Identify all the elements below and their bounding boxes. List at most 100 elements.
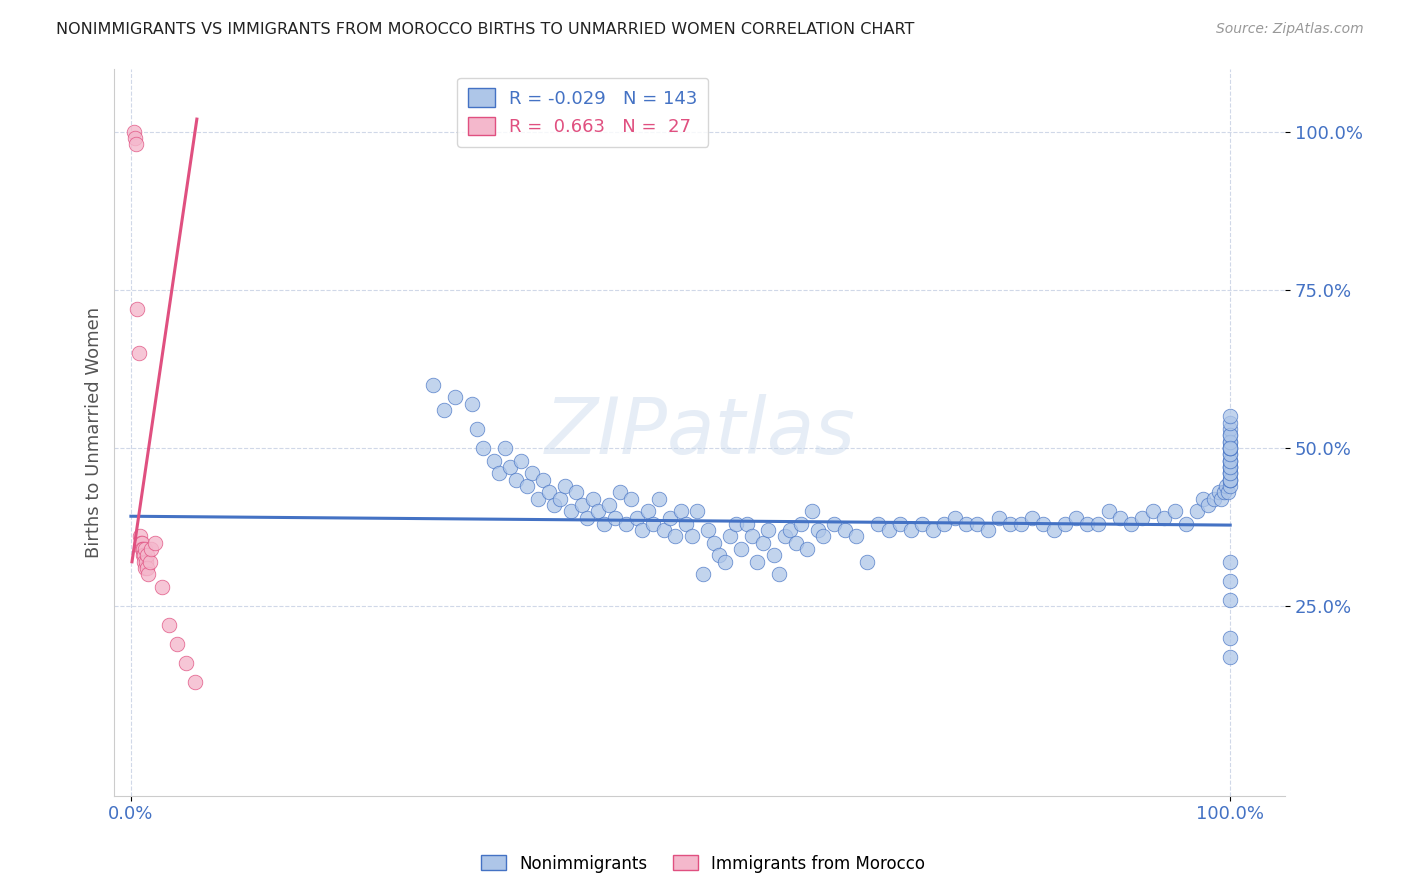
Point <box>1219 631 1241 645</box>
Point <box>134 561 156 575</box>
Point <box>471 441 494 455</box>
Point <box>977 523 1000 537</box>
Point <box>1109 510 1132 524</box>
Point <box>879 523 901 537</box>
Point <box>1211 491 1233 506</box>
Point <box>548 491 571 506</box>
Point <box>807 523 830 537</box>
Point <box>911 516 934 531</box>
Point <box>675 516 697 531</box>
Point <box>1219 649 1241 664</box>
Point <box>132 555 155 569</box>
Point <box>1164 504 1187 518</box>
Point <box>1219 409 1241 424</box>
Point <box>1064 510 1087 524</box>
Point <box>174 656 197 670</box>
Point <box>681 529 703 543</box>
Point <box>845 529 868 543</box>
Point <box>790 516 813 531</box>
Point <box>183 674 205 689</box>
Point <box>482 453 505 467</box>
Point <box>1219 459 1241 474</box>
Point <box>138 567 160 582</box>
Point <box>460 397 482 411</box>
Point <box>922 523 945 537</box>
Point <box>637 504 659 518</box>
Point <box>758 523 780 537</box>
Point <box>1000 516 1022 531</box>
Point <box>132 549 155 563</box>
Point <box>762 549 785 563</box>
Text: NONIMMIGRANTS VS IMMIGRANTS FROM MOROCCO BIRTHS TO UNMARRIED WOMEN CORRELATION C: NONIMMIGRANTS VS IMMIGRANTS FROM MOROCCO… <box>56 22 915 37</box>
Point <box>565 485 588 500</box>
Point <box>669 504 692 518</box>
Point <box>702 536 724 550</box>
Point <box>1153 510 1175 524</box>
Point <box>444 390 467 404</box>
Point <box>1216 485 1239 500</box>
Point <box>1202 491 1225 506</box>
Point <box>128 529 150 543</box>
Point <box>856 555 879 569</box>
Point <box>1219 479 1241 493</box>
Point <box>131 536 153 550</box>
Point <box>136 549 159 563</box>
Legend: Nonimmigrants, Immigrants from Morocco: Nonimmigrants, Immigrants from Morocco <box>474 848 932 880</box>
Point <box>505 473 527 487</box>
Point <box>592 516 614 531</box>
Point <box>560 504 582 518</box>
Point <box>641 516 664 531</box>
Point <box>631 523 654 537</box>
Point <box>1219 441 1241 455</box>
Point <box>132 542 155 557</box>
Point <box>1219 467 1241 481</box>
Point <box>150 580 173 594</box>
Point <box>724 516 747 531</box>
Point <box>1219 441 1241 455</box>
Point <box>988 510 1011 524</box>
Point <box>801 504 824 518</box>
Point <box>900 523 922 537</box>
Point <box>1076 516 1098 531</box>
Point <box>143 536 166 550</box>
Point <box>1219 555 1241 569</box>
Point <box>1219 467 1241 481</box>
Legend: R = -0.029   N = 143, R =  0.663   N =  27: R = -0.029 N = 143, R = 0.663 N = 27 <box>457 78 709 147</box>
Point <box>1142 504 1164 518</box>
Point <box>1219 428 1241 442</box>
Point <box>1219 447 1241 461</box>
Point <box>132 549 155 563</box>
Point <box>1219 453 1241 467</box>
Point <box>1215 479 1237 493</box>
Point <box>1043 523 1066 537</box>
Point <box>138 555 160 569</box>
Point <box>785 536 807 550</box>
Y-axis label: Births to Unmarried Women: Births to Unmarried Women <box>86 307 103 558</box>
Point <box>603 510 626 524</box>
Point <box>1219 459 1241 474</box>
Point <box>571 498 593 512</box>
Point <box>1212 485 1234 500</box>
Point <box>1219 473 1241 487</box>
Point <box>1219 574 1241 588</box>
Point <box>125 137 148 152</box>
Point <box>823 516 845 531</box>
Point <box>1219 467 1241 481</box>
Point <box>139 542 162 557</box>
Point <box>526 491 548 506</box>
Point <box>1054 516 1077 531</box>
Point <box>966 516 988 531</box>
Point <box>537 485 560 500</box>
Point <box>658 510 681 524</box>
Point <box>713 555 735 569</box>
Point <box>796 542 818 557</box>
Point <box>718 529 741 543</box>
Point <box>1191 491 1213 506</box>
Point <box>520 467 543 481</box>
Point <box>834 523 856 537</box>
Point <box>1219 592 1241 607</box>
Point <box>697 523 720 537</box>
Point <box>531 473 554 487</box>
Point <box>1219 473 1241 487</box>
Point <box>433 403 456 417</box>
